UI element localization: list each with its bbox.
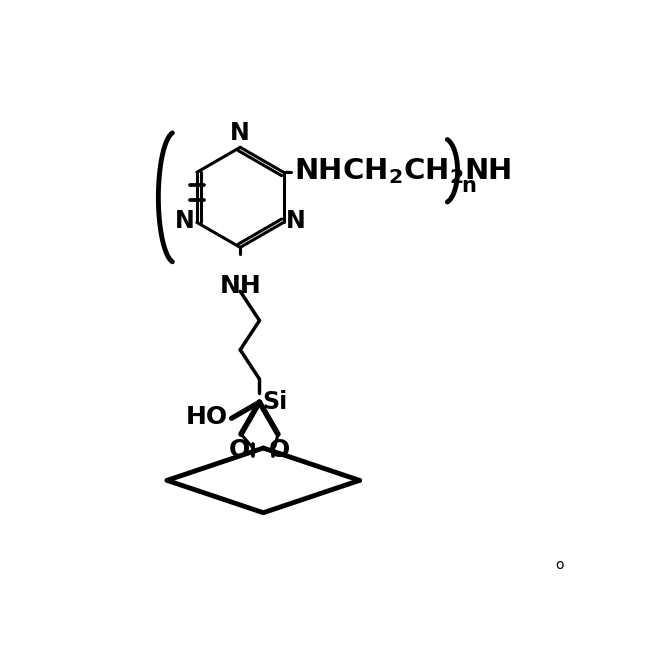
Text: O: O xyxy=(229,438,250,462)
Text: O: O xyxy=(269,438,290,462)
Text: o: o xyxy=(556,558,564,571)
Text: NH: NH xyxy=(220,274,261,298)
Text: HO: HO xyxy=(185,405,227,429)
Text: N: N xyxy=(286,209,306,233)
Text: N: N xyxy=(231,121,250,145)
Text: n: n xyxy=(461,176,476,196)
Text: $\mathbf{NHCH_2CH_2NH}$: $\mathbf{NHCH_2CH_2NH}$ xyxy=(293,156,511,186)
Text: N: N xyxy=(175,209,194,233)
Text: Si: Si xyxy=(262,390,287,414)
